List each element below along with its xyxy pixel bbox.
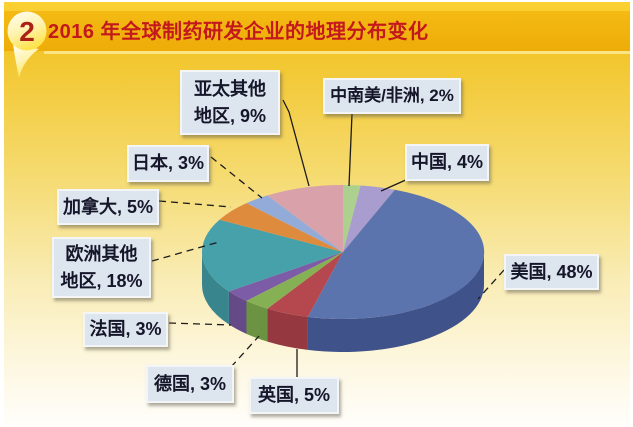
callout-label-china: 中国, 4%	[405, 144, 489, 181]
pie-slice-top-4	[246, 252, 343, 309]
pie-slice-top-6	[201, 219, 343, 292]
leader-line-5	[168, 322, 232, 326]
callout-label-cs-america-africa: 中南美/非洲, 2%	[323, 78, 461, 114]
leader-line-8	[210, 156, 263, 199]
pie-slice-top-7	[219, 203, 343, 252]
callout-label-uk: 英国, 5%	[249, 377, 339, 414]
pie-slice-side-3	[267, 308, 308, 350]
pie-slice-side-2	[307, 252, 484, 353]
pie-slice-top-9	[267, 185, 343, 252]
number-pin-badge: 2	[7, 11, 47, 78]
callout-label-asia-pacific-other: 亚太其他地区, 9%	[180, 70, 280, 135]
leader-line-2	[477, 269, 505, 300]
leader-line-9	[282, 99, 310, 187]
callout-label-japan: 日本, 3%	[127, 145, 209, 182]
title-divider	[44, 51, 630, 54]
pie-slice-top-8	[246, 195, 343, 252]
pie-slice-top-0	[343, 185, 361, 252]
leader-line-1	[380, 178, 409, 192]
callout-label-france: 法国, 3%	[83, 312, 168, 347]
pie-slice-top-5	[228, 252, 343, 301]
badge-number: 2	[19, 16, 35, 47]
callout-label-germany: 德国, 3%	[146, 365, 234, 403]
leader-line-0	[348, 113, 353, 187]
leader-line-7	[158, 200, 232, 208]
leader-line-4	[230, 335, 260, 368]
pie-slice-top-3	[267, 252, 343, 317]
pin-circle	[7, 11, 47, 51]
title-band: 2016 年全球制药研发企业的地理分布变化	[4, 11, 630, 51]
pie-slice-top-1	[343, 185, 395, 252]
pin-tail	[13, 44, 39, 78]
chart-title: 2016 年全球制药研发企业的地理分布变化	[48, 21, 429, 43]
callout-label-usa: 美国, 48%	[504, 254, 599, 290]
pie-slice-top-2	[307, 189, 485, 320]
pie-slice-side-5	[228, 291, 247, 334]
callout-label-canada: 加拿大, 5%	[57, 189, 159, 225]
callout-label-europe-other: 欧洲其他地区, 18%	[52, 237, 151, 298]
pie-slice-side-4	[246, 300, 268, 342]
pie-slice-side-6	[202, 252, 229, 325]
